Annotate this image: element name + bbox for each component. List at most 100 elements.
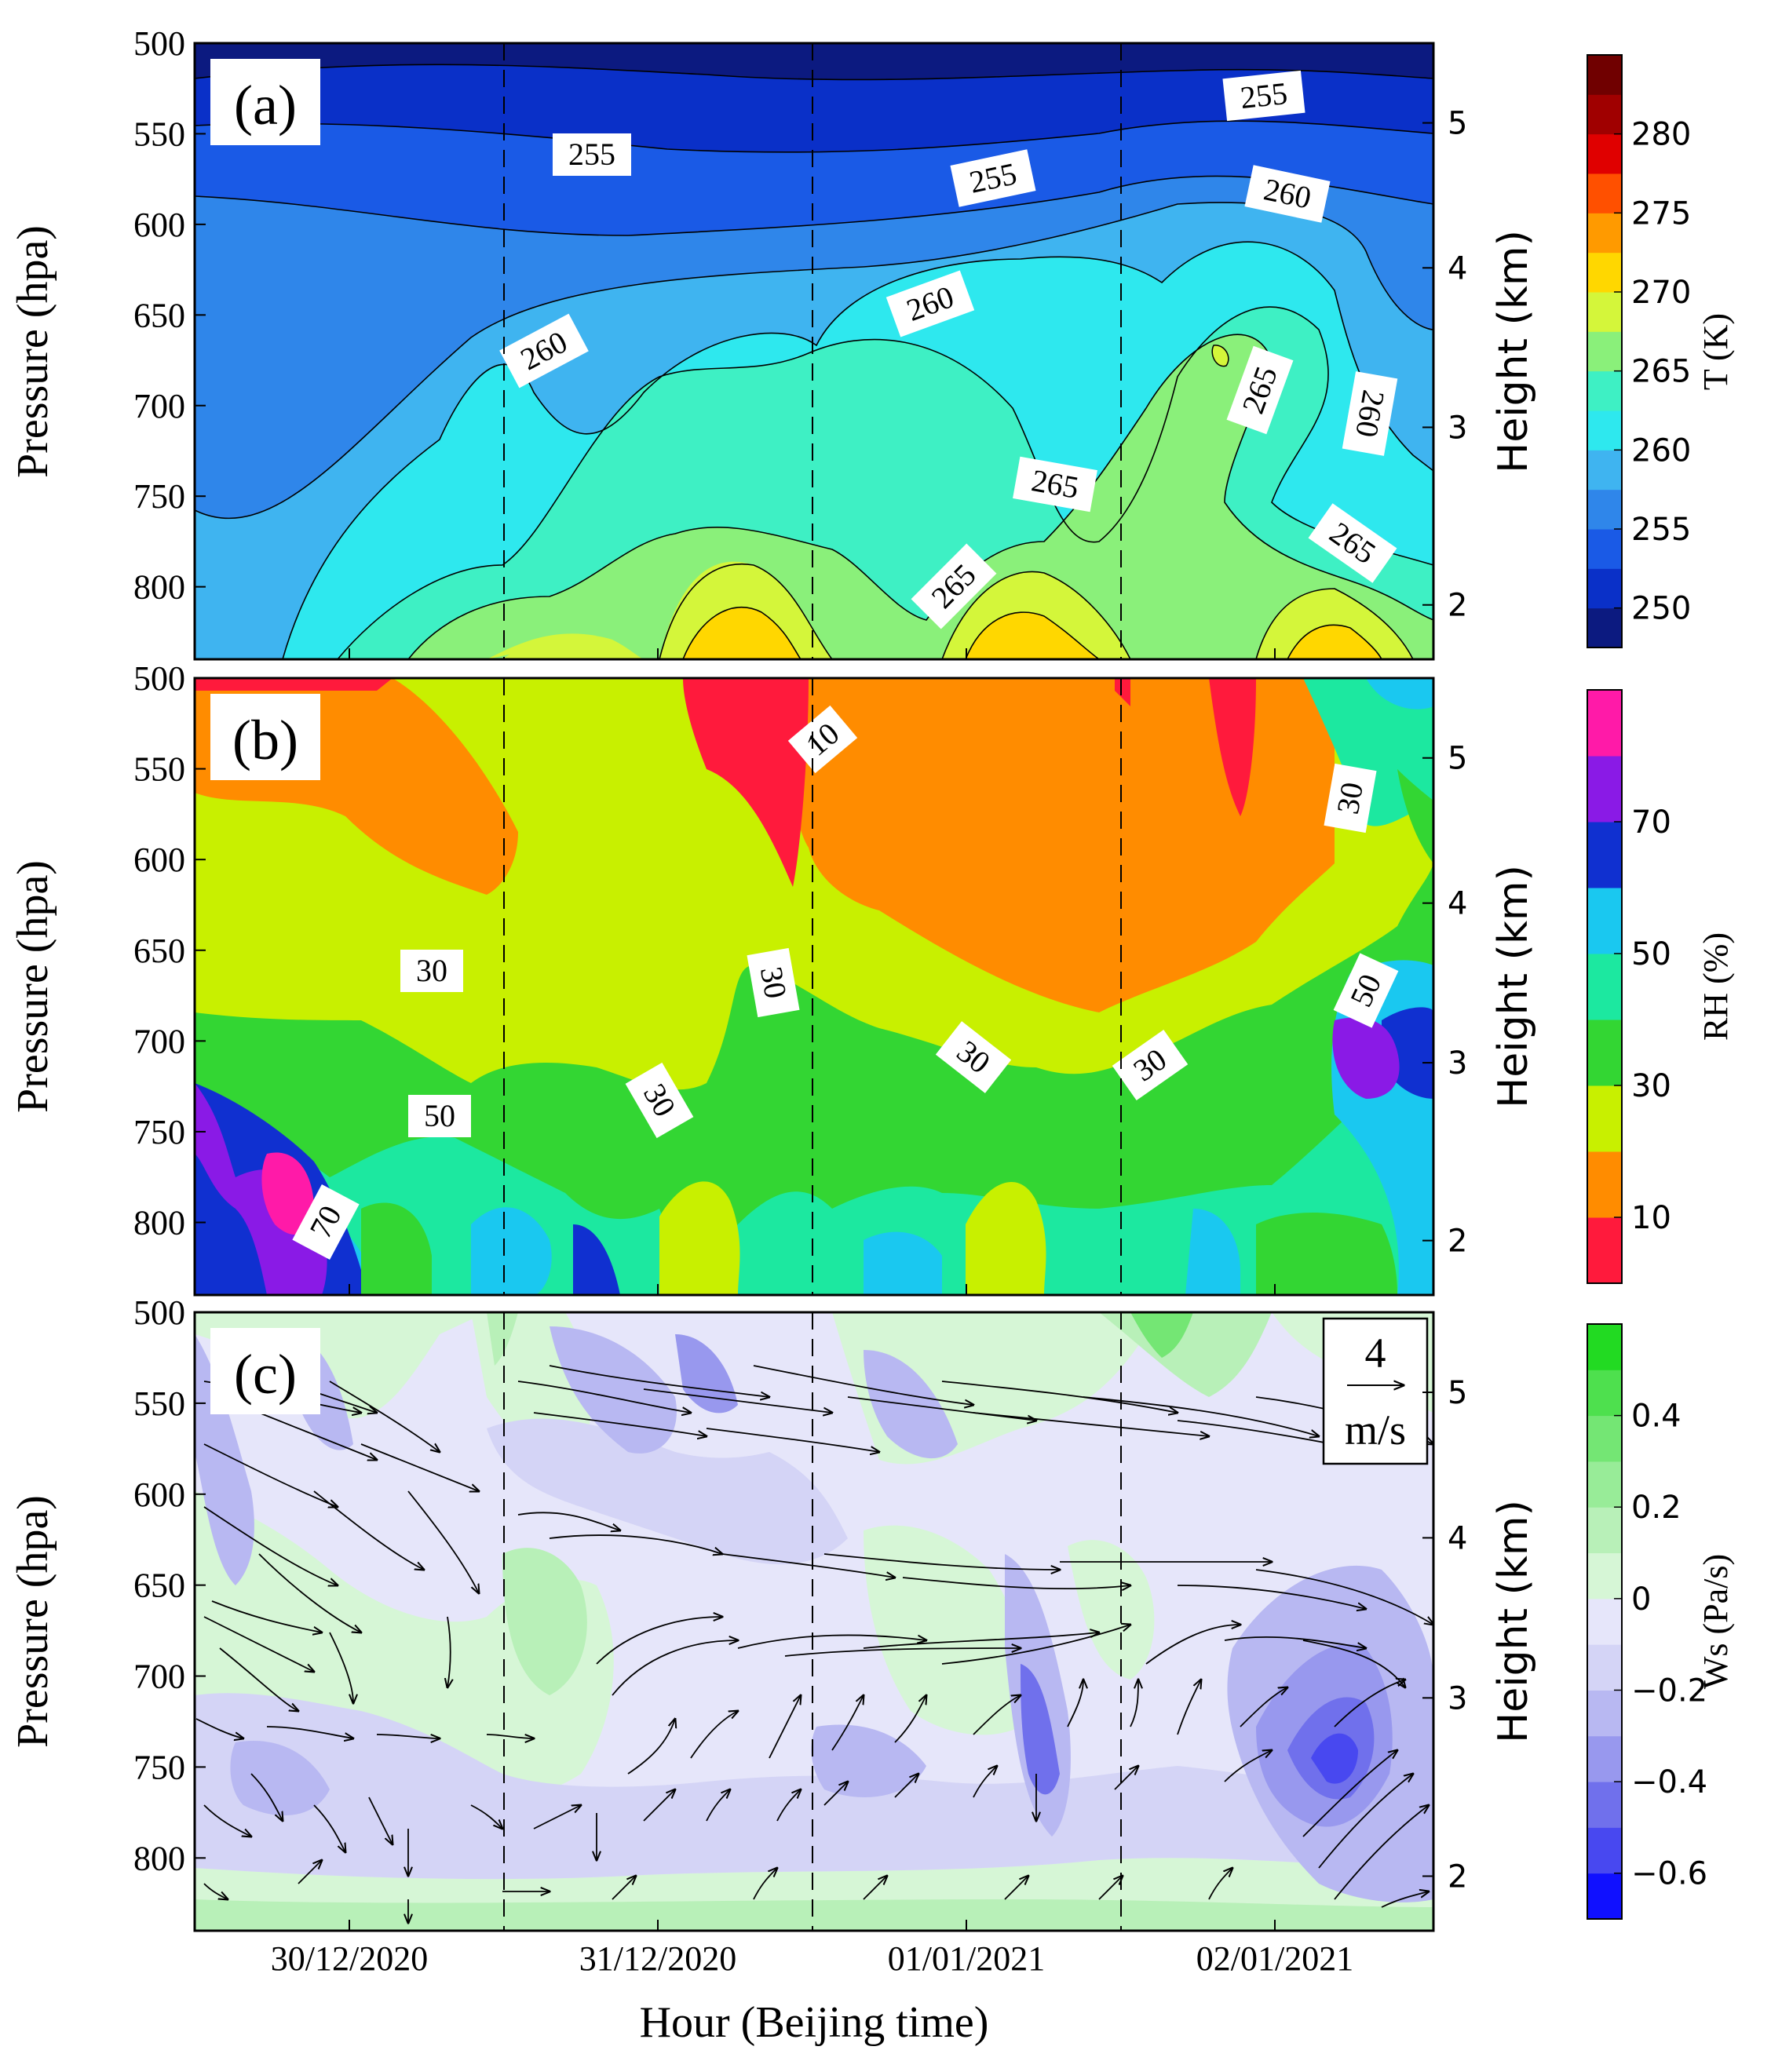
y-tick-label: 700 — [133, 1658, 185, 1696]
colorbar-swatch — [1587, 450, 1622, 491]
y-tick-label: 700 — [133, 387, 185, 425]
panel-a: 255 255 255 260 260 260 260 265 265 265 — [193, 42, 1435, 661]
height-tick-label: 3 — [1448, 1045, 1467, 1082]
contour-labels: 255 255 255 260 260 260 260 265 265 265 — [499, 70, 1398, 629]
colorbar-swatch — [1587, 1324, 1622, 1370]
colorbar-tick-label: −0.2 — [1631, 1673, 1707, 1709]
colorbar-tick-label: 275 — [1631, 195, 1691, 232]
height-tick-label: 3 — [1448, 1680, 1467, 1716]
colorbar-swatch — [1587, 1644, 1622, 1691]
colorbar-swatch — [1587, 292, 1622, 332]
height-tick-label: 4 — [1448, 250, 1467, 286]
colorbar-tick-label: 250 — [1631, 591, 1691, 627]
panel-label-box — [210, 59, 320, 145]
colorbar-swatch — [1587, 1151, 1622, 1218]
colorbar-tick-label: 265 — [1631, 354, 1691, 390]
contour-label: 30 — [754, 964, 794, 1001]
colorbar-tick-label: 280 — [1631, 117, 1691, 153]
height-axis-title-c: Height (km) — [1490, 1500, 1537, 1743]
colorbar-tick-label: 255 — [1631, 512, 1691, 548]
y-tick-label: 750 — [133, 477, 185, 516]
colorbar-swatch — [1587, 370, 1622, 411]
colorbar-swatch — [1587, 1020, 1622, 1086]
x-tick-label: 31/12/2020 — [579, 1939, 736, 1978]
axes: 500 550 600 650 700 750 800 500 550 600 650 700 750… — [9, 24, 1537, 2047]
height-axis-title-b: Height (km) — [1490, 865, 1537, 1108]
y-tick-label: 550 — [133, 750, 185, 789]
colorbar-swatch — [1587, 1782, 1622, 1828]
y-tick-label: 500 — [133, 659, 185, 698]
wind-vectors — [195, 1365, 1433, 1923]
colorbar-swatch — [1587, 1370, 1622, 1417]
height-tick-label: 4 — [1448, 886, 1467, 922]
panel-label-box — [210, 694, 320, 780]
contour-label: 255 — [568, 137, 615, 172]
colorbar-swatch — [1587, 1598, 1622, 1645]
colorbar-swatch — [1587, 529, 1622, 569]
y-tick-label: 700 — [133, 1022, 185, 1060]
height-tick-label: 5 — [1448, 106, 1467, 142]
colorbar-tick-label: 50 — [1631, 936, 1671, 972]
humidity-field: 10 30 30 30 30 30 30 50 50 70 — [195, 678, 1433, 1295]
colorbar-swatch — [1587, 607, 1622, 648]
colorbar-tick-label: 70 — [1631, 804, 1671, 841]
colorbar-swatch — [1587, 1735, 1622, 1782]
colorbar-tick-label: 10 — [1631, 1200, 1671, 1236]
colorbar-swatch — [1587, 1827, 1622, 1874]
colorbar-swatch — [1587, 1461, 1622, 1508]
colorbar-title-a: T (K) — [1696, 313, 1735, 390]
colorbar-tick-label: −0.6 — [1631, 1856, 1707, 1892]
contour-label: 30 — [1330, 779, 1370, 816]
colorbar-temperature: 280 275 270 265 260 255 250 — [1587, 54, 1691, 648]
day-separators — [503, 43, 1122, 659]
y-tick-label: 750 — [133, 1113, 185, 1151]
y-tick-label: 650 — [133, 1567, 185, 1605]
colorbar-swatch — [1587, 252, 1622, 293]
y-axis-title-b: Pressure (hpa) — [9, 860, 57, 1113]
y-tick-label: 800 — [133, 1204, 185, 1242]
height-tick-label: 2 — [1448, 1224, 1467, 1260]
x-tick-label: 02/01/2021 — [1196, 1939, 1353, 1978]
y-tick-label: 600 — [133, 1476, 185, 1514]
plot-frame — [193, 677, 1435, 1297]
x-ticks: 30/12/2020 31/12/2020 01/01/2021 02/01/2021 — [271, 648, 1353, 1978]
height-tick-label: 5 — [1448, 741, 1467, 777]
y-tick-label: 500 — [133, 24, 185, 63]
colorbar-tick-label: 0.4 — [1631, 1399, 1682, 1435]
colorbar-title-c: Ws (Pa/s) — [1696, 1554, 1735, 1689]
colorbar-tick-label: −0.4 — [1631, 1764, 1707, 1800]
vector-reference-value: 4 — [1365, 1330, 1386, 1377]
panel-label-box — [210, 1328, 320, 1414]
y-tick-label: 750 — [133, 1748, 185, 1786]
height-tick-label: 2 — [1448, 1859, 1467, 1895]
y-ticks-panel-b: 500 550 600 650 700 750 800 — [133, 659, 206, 1242]
colorbar-swatch — [1587, 568, 1622, 609]
colorbar-swatch — [1587, 489, 1622, 530]
y-tick-label: 650 — [133, 296, 185, 334]
y-tick-label: 500 — [133, 1293, 185, 1332]
colorbar-swatch — [1587, 55, 1622, 95]
plot-frame — [193, 42, 1435, 661]
colorbar-title-b: RH (%) — [1696, 932, 1735, 1041]
colorbar-vertical-velocity: 0.4 0.2 0 −0.2 −0.4 −0.6 — [1587, 1323, 1707, 1920]
colorbar-tick-label: 0.2 — [1631, 1490, 1682, 1526]
panel-b: 10 30 30 30 30 30 30 50 50 70 — [193, 677, 1435, 1297]
panel-label: (a) — [234, 74, 297, 137]
y-ticks-panel-a: 500 550 600 650 700 750 800 — [133, 24, 206, 607]
panel-c: (c) 4 m/s — [193, 1311, 1435, 1932]
colorbar-swatch — [1587, 822, 1622, 888]
colorbar-swatch — [1587, 1873, 1622, 1920]
y-tick-label: 550 — [133, 115, 185, 153]
temperature-field: 255 255 255 260 260 260 260 265 265 265 — [195, 43, 1433, 659]
y-tick-label: 800 — [133, 568, 185, 607]
contour-label: 265 — [1029, 462, 1082, 505]
height-tick-label: 4 — [1448, 1520, 1467, 1556]
colorbar-swatch — [1587, 1085, 1622, 1152]
y-tick-label: 600 — [133, 841, 185, 879]
colorbar-swatch — [1587, 954, 1622, 1020]
day-separators — [503, 678, 1122, 1295]
height-tick-label: 3 — [1448, 410, 1467, 446]
colorbar-swatch — [1587, 1217, 1622, 1284]
height-ticks: 5 4 3 2 5 4 3 2 5 4 3 2 — [1422, 106, 1467, 1895]
y-ticks-panel-c: 500 550 600 650 700 750 800 — [133, 1293, 206, 1877]
